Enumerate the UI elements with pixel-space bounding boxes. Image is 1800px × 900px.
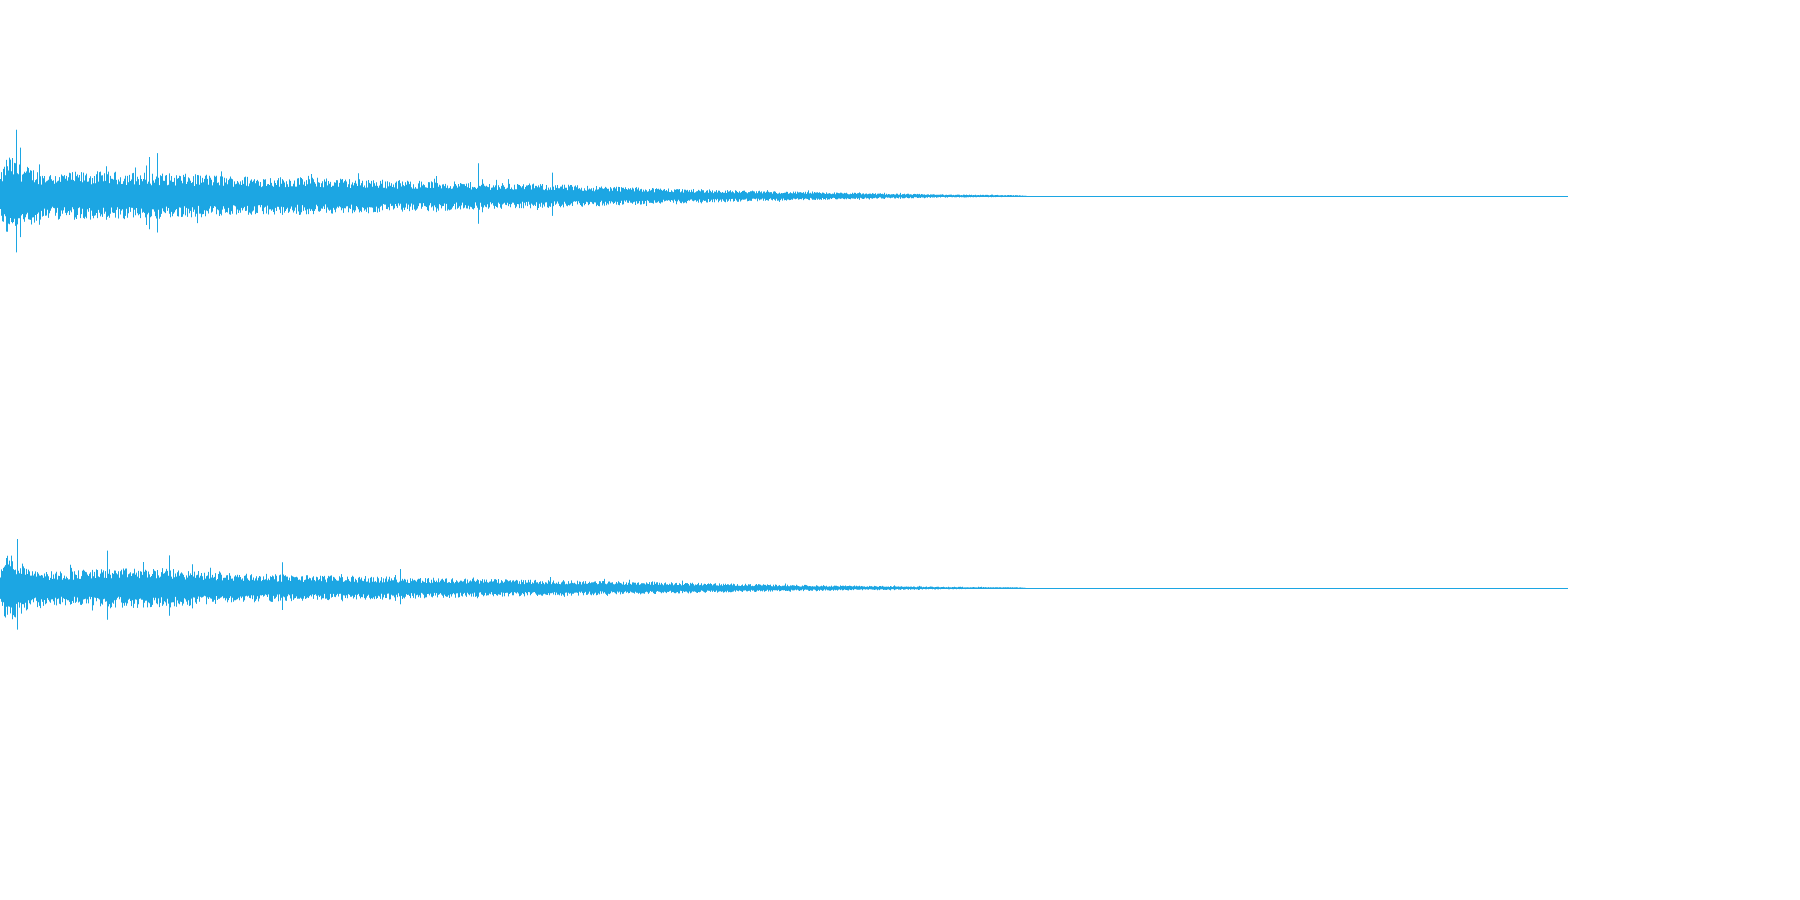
waveform-channel-1 bbox=[0, 129, 1568, 253]
waveform-amplitude bbox=[0, 129, 1027, 253]
waveform-amplitude bbox=[0, 539, 1026, 630]
waveform-channel-2 bbox=[0, 539, 1568, 630]
